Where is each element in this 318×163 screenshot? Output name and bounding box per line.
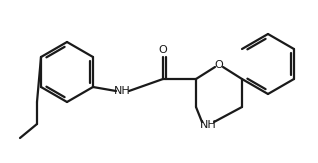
Text: NH: NH	[200, 120, 216, 130]
Text: O: O	[215, 60, 223, 70]
Text: O: O	[159, 45, 167, 55]
Text: NH: NH	[114, 86, 130, 96]
